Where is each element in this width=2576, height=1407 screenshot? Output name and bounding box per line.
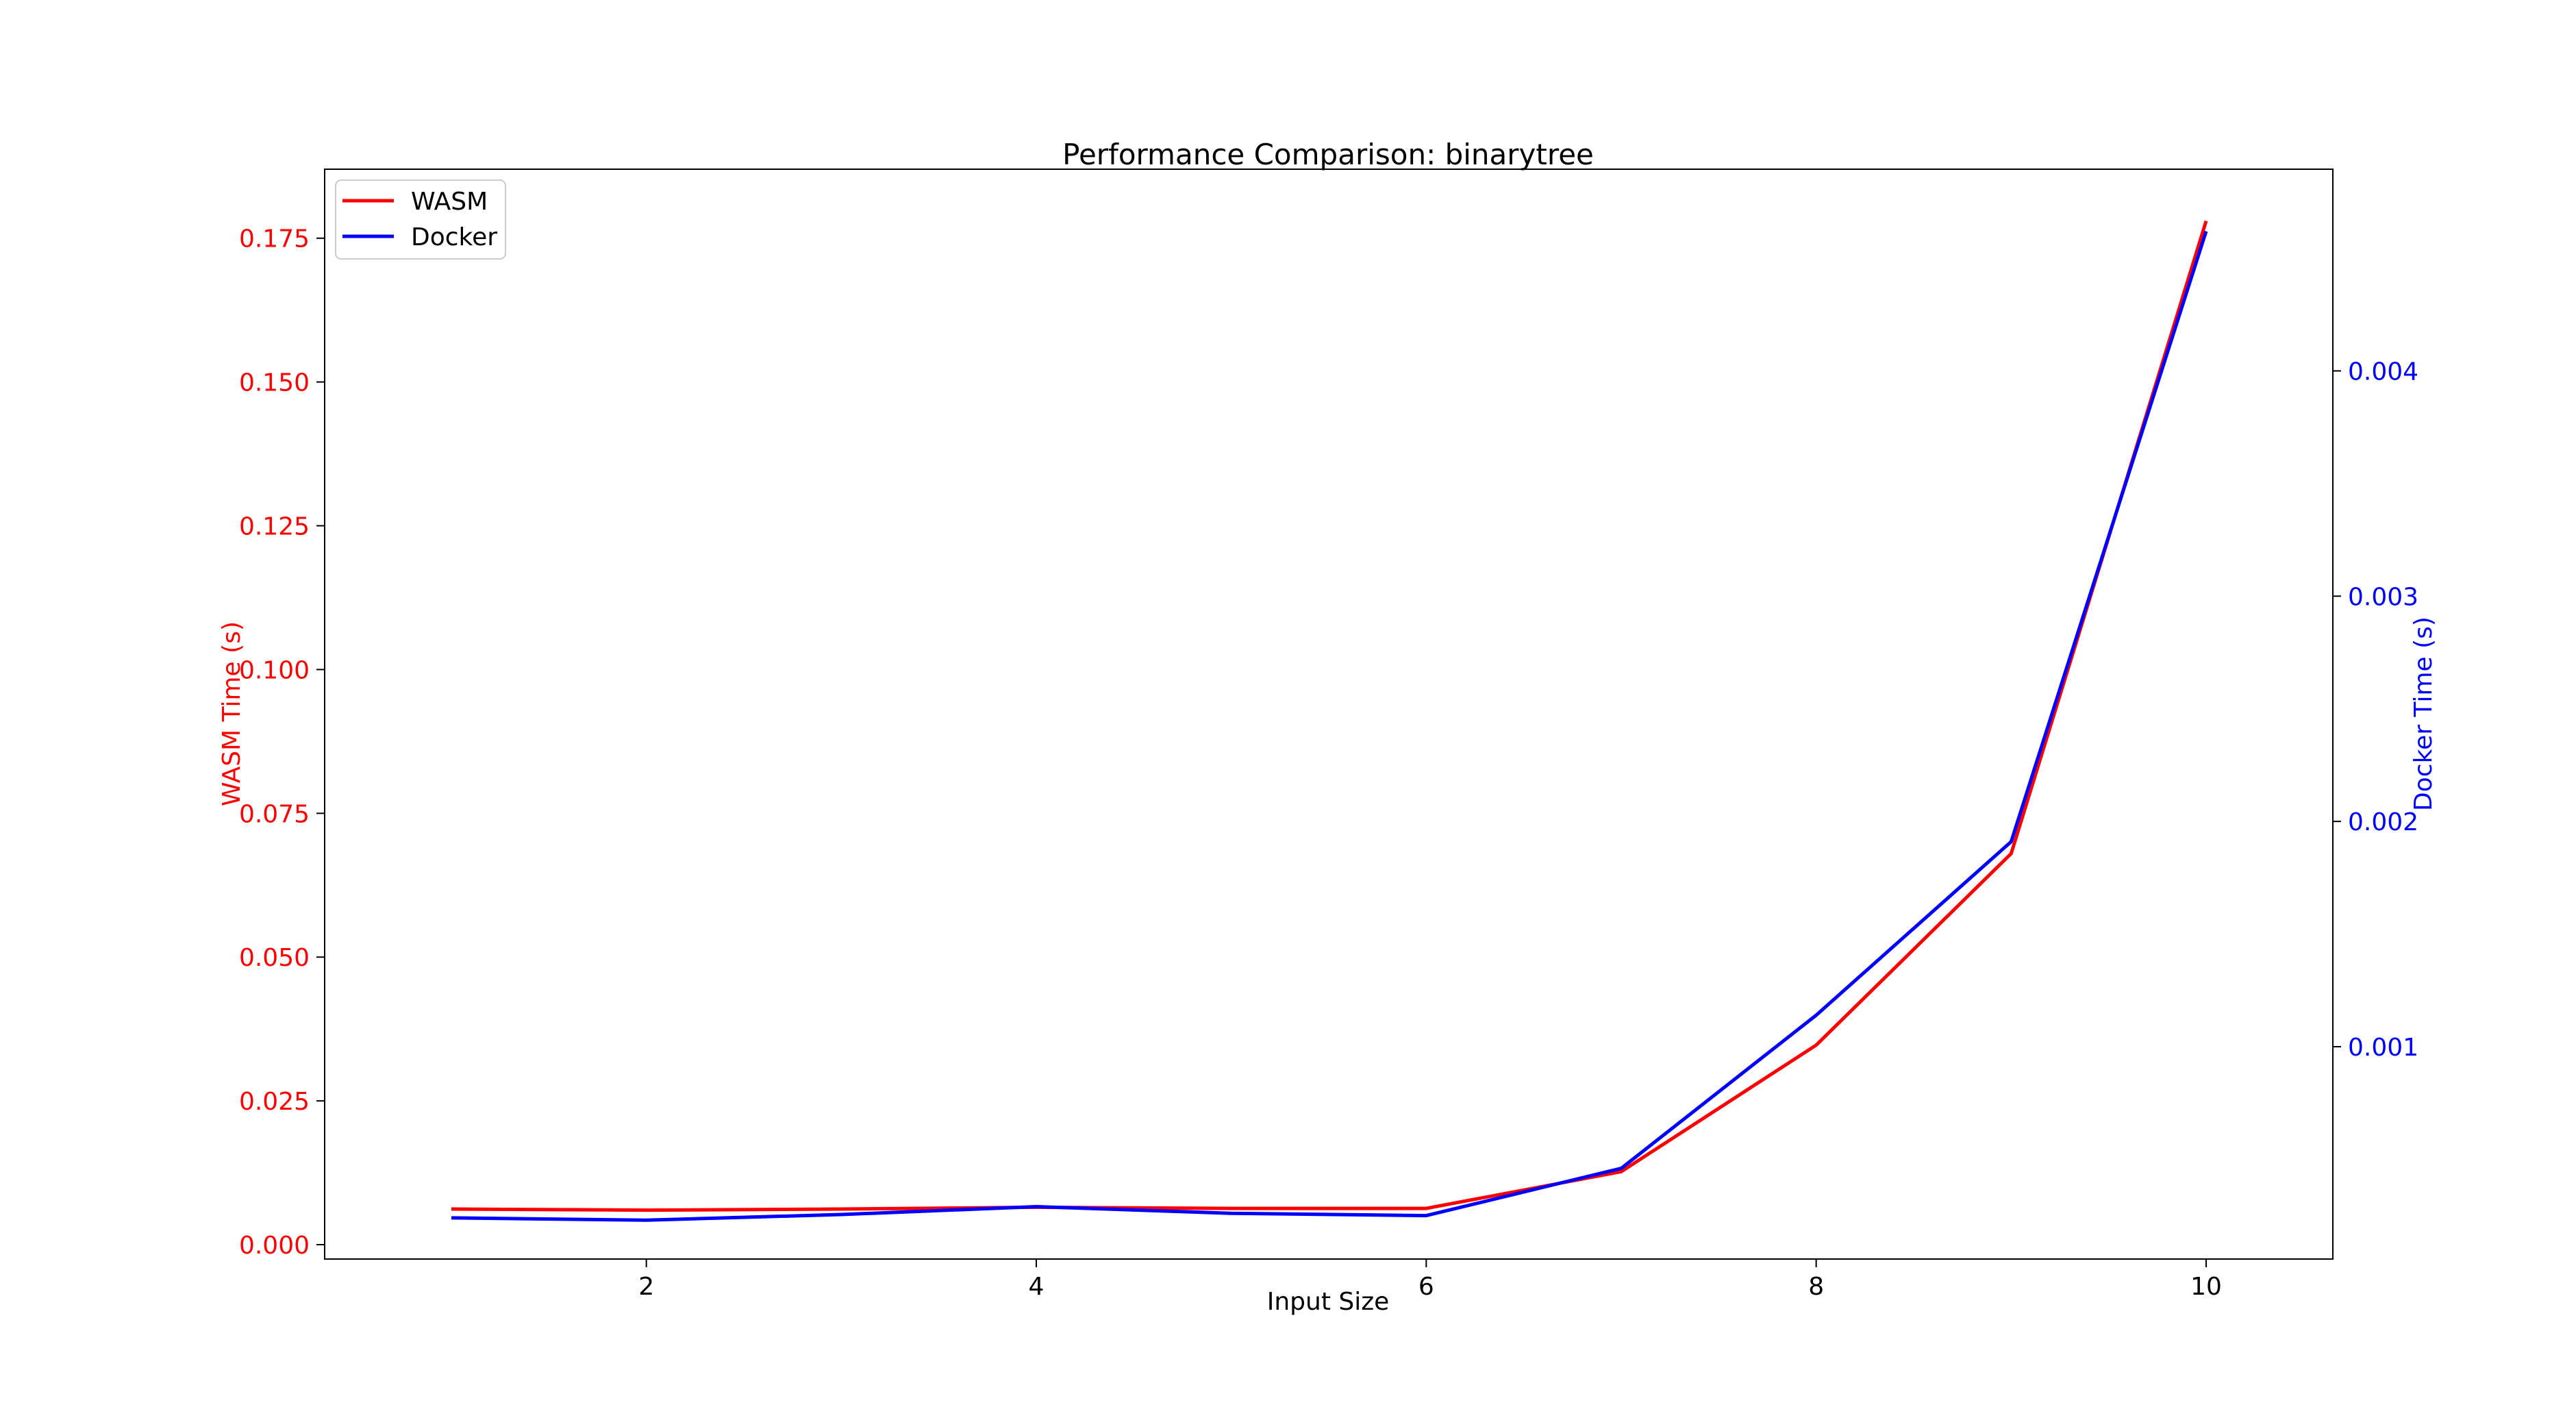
left-y-tick-label: 0.150 xyxy=(239,369,310,397)
right-y-tick-label: 0.002 xyxy=(2348,808,2418,836)
left-y-axis-label: WASM Time (s) xyxy=(218,621,246,806)
series-line-docker xyxy=(451,230,2208,1222)
x-tick-label: 2 xyxy=(638,1273,654,1301)
right-y-axis: 0.001 0.002 0.003 0.004 xyxy=(2333,358,2418,1062)
x-tick-label: 8 xyxy=(1808,1273,1824,1301)
series-line-wasm xyxy=(451,220,2208,1212)
right-y-tick-label: 0.003 xyxy=(2348,583,2418,611)
right-y-axis-label: Docker Time (s) xyxy=(2410,617,2438,811)
right-y-tick-label: 0.001 xyxy=(2348,1034,2418,1062)
left-y-tick-label: 0.100 xyxy=(239,656,310,684)
chart-title: Performance Comparison: binarytree xyxy=(1062,138,1594,171)
legend-entries: WASM Docker xyxy=(342,188,497,251)
legend-label-docker: Docker xyxy=(411,223,497,251)
x-tick-label: 4 xyxy=(1029,1273,1045,1301)
right-y-tick-label: 0.004 xyxy=(2348,358,2418,386)
left-y-tick-label: 0.050 xyxy=(239,944,310,972)
series-layer xyxy=(451,220,2208,1222)
left-y-axis: 0.000 0.025 0.050 0.075 0.100 0.125 0.150 0.175 xyxy=(239,225,325,1260)
left-y-tick-label: 0.025 xyxy=(239,1088,310,1116)
x-axis: 2 4 6 8 10 xyxy=(638,1259,2222,1301)
left-y-tick-label: 0.125 xyxy=(239,513,310,541)
left-y-tick-label: 0.075 xyxy=(239,800,310,828)
legend-label-wasm: WASM xyxy=(411,188,488,216)
left-y-tick-label: 0.175 xyxy=(239,225,310,253)
x-axis-label: Input Size xyxy=(1267,1288,1390,1316)
left-y-tick-label: 0.000 xyxy=(239,1232,310,1260)
x-tick-label: 6 xyxy=(1418,1273,1434,1301)
plot-frame xyxy=(324,169,2334,1260)
legend: WASM Docker xyxy=(335,179,506,260)
x-tick-label: 10 xyxy=(2190,1273,2222,1301)
